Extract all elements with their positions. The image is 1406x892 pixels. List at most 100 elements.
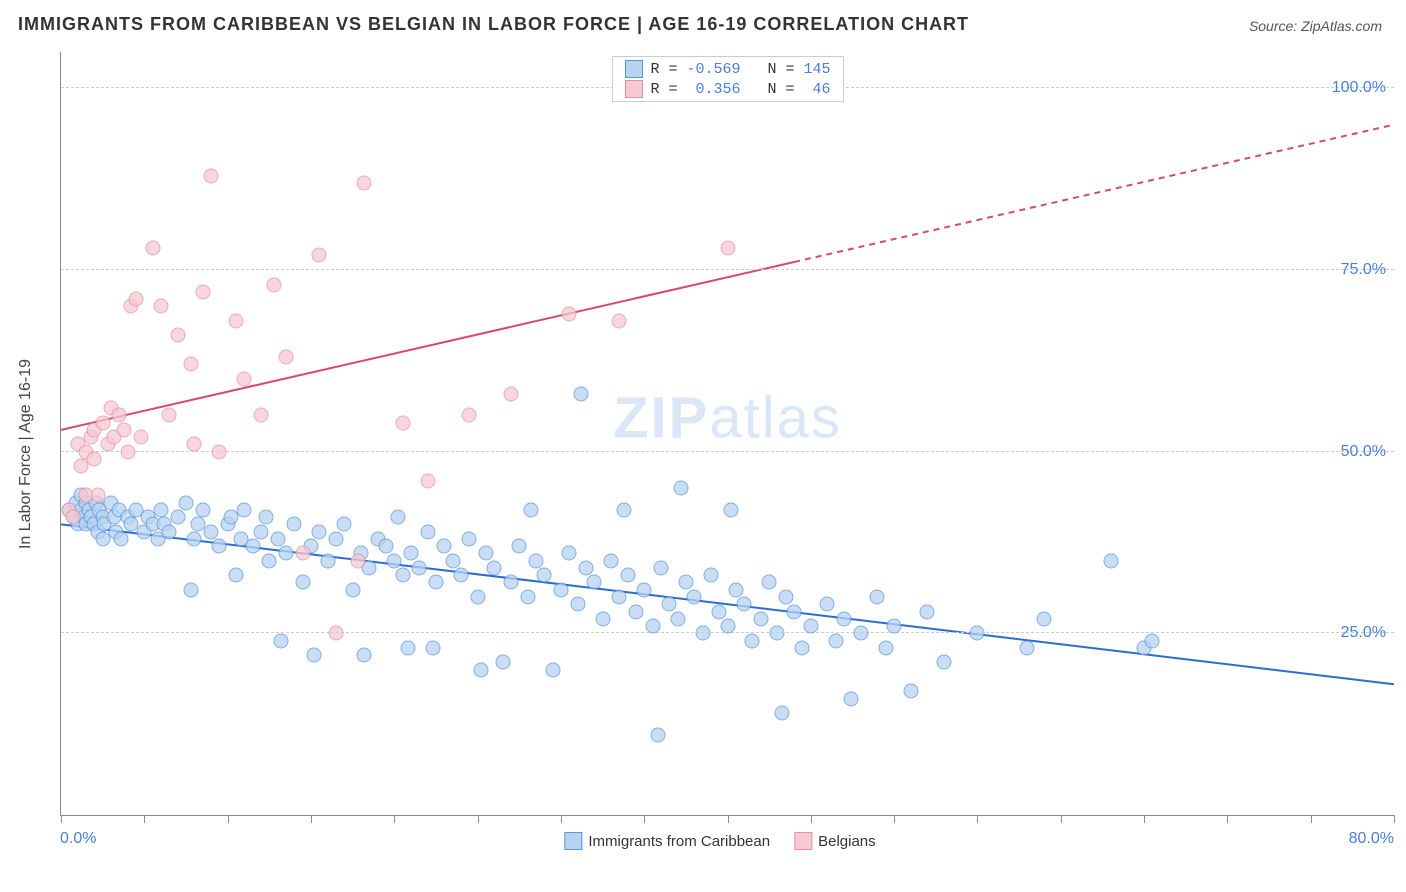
data-point (90, 488, 105, 503)
data-point (133, 430, 148, 445)
data-point (970, 626, 985, 641)
data-point (703, 568, 718, 583)
data-point (1020, 640, 1035, 655)
data-point (878, 640, 893, 655)
data-point (678, 575, 693, 590)
y-tick-label: 50.0% (1341, 443, 1386, 461)
data-point (870, 590, 885, 605)
data-point (720, 619, 735, 634)
data-point (503, 386, 518, 401)
chart-plot: ZIPatlas R = -0.569 N = 145R = 0.356 N =… (60, 52, 1394, 816)
data-point (203, 168, 218, 183)
data-point (237, 502, 252, 517)
x-tick (977, 815, 978, 823)
data-point (837, 611, 852, 626)
data-point (195, 284, 210, 299)
data-point (612, 313, 627, 328)
data-point (350, 553, 365, 568)
x-tick (1394, 815, 1395, 823)
data-point (117, 422, 132, 437)
data-point (728, 582, 743, 597)
data-point (387, 553, 402, 568)
data-point (637, 582, 652, 597)
data-point (320, 553, 335, 568)
data-point (400, 640, 415, 655)
data-point (420, 473, 435, 488)
data-point (162, 408, 177, 423)
data-point (1037, 611, 1052, 626)
data-point (162, 524, 177, 539)
data-point (578, 560, 593, 575)
data-point (470, 590, 485, 605)
data-point (537, 568, 552, 583)
series-legend: Immigrants from Caribbean Belgians (564, 832, 875, 850)
data-point (390, 510, 405, 525)
legend-stat: R = 0.356 N = 46 (650, 81, 830, 98)
plot-area: In Labor Force | Age 16-19 ZIPatlas R = … (46, 52, 1394, 856)
y-tick-label: 100.0% (1332, 79, 1386, 97)
data-point (528, 553, 543, 568)
data-point (395, 568, 410, 583)
data-point (412, 560, 427, 575)
data-point (770, 626, 785, 641)
data-point (920, 604, 935, 619)
data-point (628, 604, 643, 619)
legend-row: R = 0.356 N = 46 (612, 79, 842, 99)
data-point (378, 539, 393, 554)
x-tick (61, 815, 62, 823)
x-tick (728, 815, 729, 823)
x-tick (311, 815, 312, 823)
data-point (357, 175, 372, 190)
data-point (473, 662, 488, 677)
data-point (650, 728, 665, 743)
data-point (687, 590, 702, 605)
data-point (183, 582, 198, 597)
data-point (503, 575, 518, 590)
data-point (245, 539, 260, 554)
legend-label: Belgians (818, 833, 876, 850)
data-point (1103, 553, 1118, 568)
chart-title: IMMIGRANTS FROM CARIBBEAN VS BELGIAN IN … (18, 14, 969, 35)
legend-stat: R = -0.569 N = 145 (650, 61, 830, 78)
data-point (1145, 633, 1160, 648)
legend-label: Immigrants from Caribbean (588, 833, 770, 850)
data-point (187, 437, 202, 452)
data-point (253, 524, 268, 539)
data-point (153, 299, 168, 314)
data-point (512, 539, 527, 554)
data-point (617, 502, 632, 517)
data-point (267, 277, 282, 292)
data-point (462, 531, 477, 546)
data-point (462, 408, 477, 423)
data-point (145, 241, 160, 256)
data-point (453, 568, 468, 583)
x-tick (478, 815, 479, 823)
x-tick (228, 815, 229, 823)
x-tick (644, 815, 645, 823)
correlation-legend: R = -0.569 N = 145 R = 0.356 N = 46 (611, 56, 843, 102)
data-point (295, 546, 310, 561)
data-point (903, 684, 918, 699)
data-point (762, 575, 777, 590)
data-point (653, 560, 668, 575)
data-point (270, 531, 285, 546)
data-point (673, 481, 688, 496)
data-point (212, 444, 227, 459)
data-point (178, 495, 193, 510)
y-tick-label: 75.0% (1341, 261, 1386, 279)
x-tick (144, 815, 145, 823)
x-tick (1061, 815, 1062, 823)
data-point (120, 444, 135, 459)
data-point (357, 648, 372, 663)
data-point (775, 706, 790, 721)
data-point (570, 597, 585, 612)
data-point (425, 640, 440, 655)
data-point (545, 662, 560, 677)
gridline (61, 451, 1394, 452)
data-point (128, 292, 143, 307)
data-point (712, 604, 727, 619)
data-point (403, 546, 418, 561)
data-point (737, 597, 752, 612)
data-point (428, 575, 443, 590)
y-axis-label: In Labor Force | Age 16-19 (17, 359, 35, 549)
